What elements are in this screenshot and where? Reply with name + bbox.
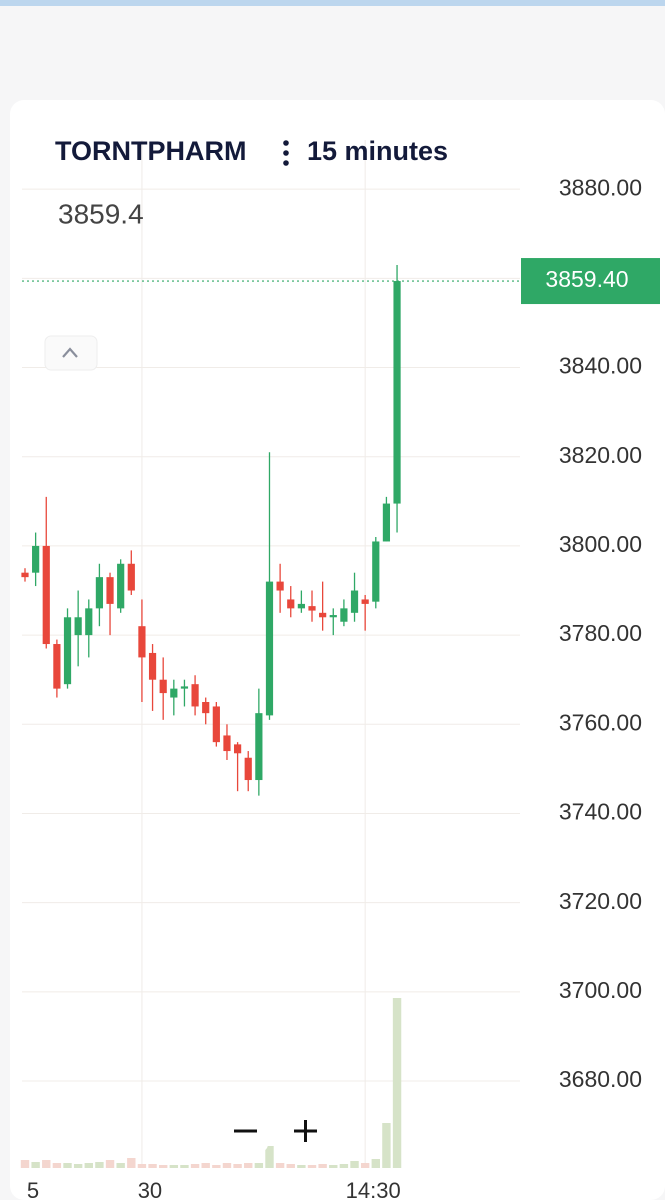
current-price-label: 3859.40 xyxy=(545,266,628,292)
candle-body xyxy=(85,608,93,636)
volume-bar xyxy=(222,1163,232,1168)
volume-bar xyxy=(360,1163,370,1168)
zoom-in-button[interactable] xyxy=(282,1110,328,1152)
volume-bar xyxy=(212,1165,221,1168)
volume-bar xyxy=(190,1164,200,1168)
last-price: 3859.4 xyxy=(58,198,144,229)
candle-body xyxy=(191,684,199,707)
volume-bar xyxy=(95,1162,104,1168)
plot xyxy=(20,140,520,1168)
candle-body xyxy=(159,679,167,694)
candle-body xyxy=(382,503,391,542)
y-tick-label: 3680.00 xyxy=(559,1066,642,1092)
volume-bar xyxy=(127,1158,136,1168)
candle-body xyxy=(287,599,295,609)
y-tick-label: 3840.00 xyxy=(559,353,642,379)
volume-bar xyxy=(201,1163,210,1168)
candle-body xyxy=(106,577,114,604)
volume-bar xyxy=(233,1164,242,1168)
candle-body xyxy=(308,606,316,611)
volume-bar xyxy=(63,1163,72,1168)
y-tick-label: 3880.00 xyxy=(559,174,642,200)
volume-bar xyxy=(137,1164,147,1168)
candle-body xyxy=(393,281,401,504)
volume-bar xyxy=(254,1163,264,1168)
volume-bar xyxy=(392,998,402,1168)
volume-bar xyxy=(116,1163,125,1168)
candle-body xyxy=(202,702,210,714)
candle-body xyxy=(117,563,125,609)
menu-dots[interactable] xyxy=(283,140,289,166)
candle-body xyxy=(350,590,359,613)
candle-body xyxy=(138,626,146,658)
y-tick-label: 3740.00 xyxy=(559,799,642,825)
volume-bar xyxy=(105,1160,115,1168)
volume-bar xyxy=(180,1165,189,1168)
volume-bar xyxy=(339,1164,349,1168)
y-tick-label: 3700.00 xyxy=(559,977,642,1003)
volume-bar xyxy=(73,1164,83,1168)
volume-bar xyxy=(20,1160,30,1168)
x-tick-label: 14:30 xyxy=(346,1178,401,1200)
candle-body xyxy=(42,545,50,645)
y-tick-label: 3760.00 xyxy=(559,709,642,735)
candle-body xyxy=(255,713,263,781)
volume-bar xyxy=(42,1160,51,1168)
y-tick-label: 3800.00 xyxy=(559,531,642,557)
candle-body xyxy=(276,581,284,591)
candle-body xyxy=(234,744,242,754)
candle-body xyxy=(265,581,274,716)
volume-bar xyxy=(275,1163,285,1168)
candle-body xyxy=(244,757,252,781)
volume-bar xyxy=(169,1165,179,1168)
x-tick-label: 5 xyxy=(27,1178,39,1200)
candle-body xyxy=(21,572,29,578)
candle-body xyxy=(170,688,178,698)
candle-body xyxy=(297,603,305,609)
candle-body xyxy=(372,541,380,602)
candle-body xyxy=(53,644,61,689)
symbol-title[interactable]: TORNTPHARM xyxy=(55,136,247,166)
candle-body xyxy=(127,563,135,591)
volume-bar xyxy=(52,1163,62,1168)
volume-bar xyxy=(84,1163,93,1168)
volume-bar xyxy=(307,1165,317,1168)
volume-bar xyxy=(286,1164,295,1168)
status-strip xyxy=(0,0,665,6)
candle-body xyxy=(180,686,189,689)
candle-body xyxy=(223,735,231,752)
zoom-out-button[interactable] xyxy=(222,1110,268,1152)
volume-bar xyxy=(297,1165,306,1168)
interval[interactable]: 15 minutes xyxy=(307,136,448,166)
y-tick-label: 3820.00 xyxy=(559,442,642,468)
current-price-tag xyxy=(521,258,660,305)
candle-body xyxy=(32,545,40,573)
volume-bar xyxy=(371,1159,380,1168)
candle-body xyxy=(95,577,104,609)
volume-bar xyxy=(318,1164,327,1168)
volume-bar xyxy=(158,1165,168,1168)
volume-bar xyxy=(329,1165,338,1168)
candle-body xyxy=(148,652,157,680)
candle-body xyxy=(212,706,220,743)
candle-body xyxy=(361,599,369,604)
volume-bar xyxy=(31,1162,40,1168)
volume-bar xyxy=(265,1146,274,1168)
volume-bar xyxy=(148,1164,157,1168)
candle-body xyxy=(340,608,348,622)
volume-bar xyxy=(350,1161,359,1168)
x-tick-label: 30 xyxy=(138,1178,162,1200)
chart-card xyxy=(10,100,665,1200)
volume-bar xyxy=(382,1123,391,1168)
candle-body xyxy=(329,615,337,618)
volume-bar xyxy=(244,1163,253,1168)
candle-body xyxy=(63,617,72,685)
y-tick-label: 3780.00 xyxy=(559,620,642,646)
collapse-button[interactable] xyxy=(44,335,98,371)
candle-body xyxy=(319,612,327,618)
y-tick-label: 3720.00 xyxy=(559,888,642,914)
candle-body xyxy=(74,617,82,636)
